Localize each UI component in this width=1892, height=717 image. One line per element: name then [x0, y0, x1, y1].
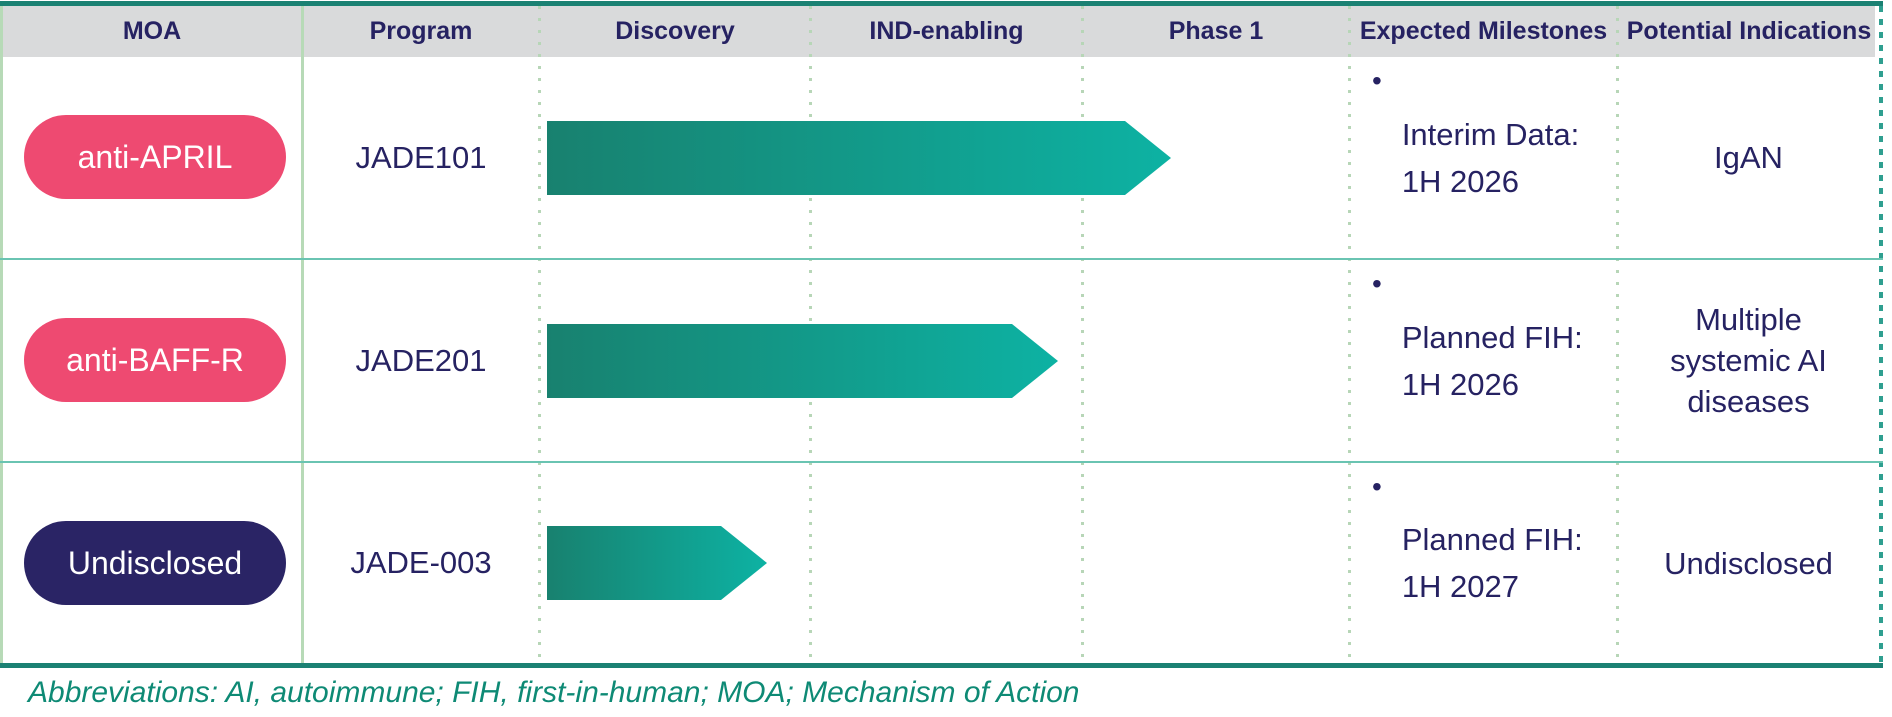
moa-column-divider: [301, 6, 304, 664]
program-cell: JADE201: [304, 260, 538, 461]
indication-text: IgAN: [1714, 140, 1783, 175]
indication-text: Undisclosed: [1664, 545, 1833, 581]
moa-pill-anti-april: anti-APRIL: [24, 115, 286, 199]
divider-phase1-milestones: [1348, 6, 1351, 664]
column-header-ind-enabling: IND-enabling: [869, 17, 1024, 45]
indication-cell: Multiple systemic AI diseases: [1617, 260, 1880, 461]
column-header-program: Program: [369, 17, 473, 45]
moa-pill-undisclosed: Undisclosed: [24, 521, 286, 605]
column-header-potential-indications: Potential Indications: [1626, 17, 1872, 45]
milestone-line2: 1H 2026: [1401, 366, 1520, 402]
milestone-cell: • Interim Data: 1H 2026: [1372, 57, 1622, 258]
milestone-line1: Planned FIH:: [1401, 522, 1583, 557]
divider-program-discovery: [538, 6, 541, 664]
program-cell: JADE101: [304, 57, 538, 258]
bullet-icon: •: [1372, 268, 1382, 299]
moa-pill-label: anti-APRIL: [77, 138, 233, 175]
row-separator-1: [0, 258, 1883, 260]
column-header-expected-milestones: Expected Milestones: [1359, 17, 1608, 45]
moa-pill-anti-baff-r: anti-BAFF-R: [24, 318, 286, 402]
table-left-border: [0, 6, 3, 664]
moa-pill-label: anti-BAFF-R: [66, 341, 244, 378]
bullet-icon: •: [1372, 471, 1382, 502]
program-name: JADE201: [355, 342, 487, 378]
divider-ind-phase1: [1081, 6, 1084, 664]
header-row-background: [3, 6, 1875, 57]
column-header-phase1: Phase 1: [1168, 17, 1264, 45]
program-name: JADE101: [355, 139, 487, 175]
milestone-text: Interim Data: 1H 2026: [1402, 111, 1579, 205]
table-bottom-border: [0, 663, 1883, 668]
pipeline-arrow-jade101: [547, 121, 1171, 195]
column-header-moa: MOA: [122, 17, 182, 45]
row-separator-2: [0, 461, 1883, 463]
milestone-text: Planned FIH: 1H 2027: [1402, 516, 1583, 610]
moa-pill-label: Undisclosed: [67, 544, 243, 581]
indication-cell: Undisclosed: [1617, 463, 1880, 663]
milestone-cell: • Planned FIH: 1H 2026: [1372, 260, 1622, 461]
indication-text: Multiple systemic AI diseases: [1670, 302, 1827, 419]
milestone-line2: 1H 2027: [1401, 569, 1520, 604]
milestone-line1: Interim Data:: [1401, 116, 1580, 152]
bullet-icon: •: [1372, 65, 1382, 96]
pipeline-arrow-jade003: [547, 526, 767, 600]
pipeline-arrow-jade201: [547, 324, 1058, 398]
divider-milestones-indications: [1616, 6, 1619, 664]
milestone-line1: Planned FIH:: [1401, 319, 1583, 355]
milestone-line2: 1H 2026: [1401, 163, 1520, 199]
table-top-border: [0, 1, 1883, 6]
column-header-discovery: Discovery: [615, 17, 735, 45]
indication-cell: IgAN: [1617, 57, 1880, 258]
milestone-text: Planned FIH: 1H 2026: [1402, 314, 1583, 408]
program-cell: JADE-003: [304, 463, 538, 663]
table-right-border: [1879, 6, 1883, 664]
abbreviations-footnote: Abbreviations: AI, autoimmune; FIH, firs…: [28, 675, 1080, 709]
milestone-cell: • Planned FIH: 1H 2027: [1372, 463, 1622, 663]
program-name: JADE-003: [350, 545, 492, 580]
